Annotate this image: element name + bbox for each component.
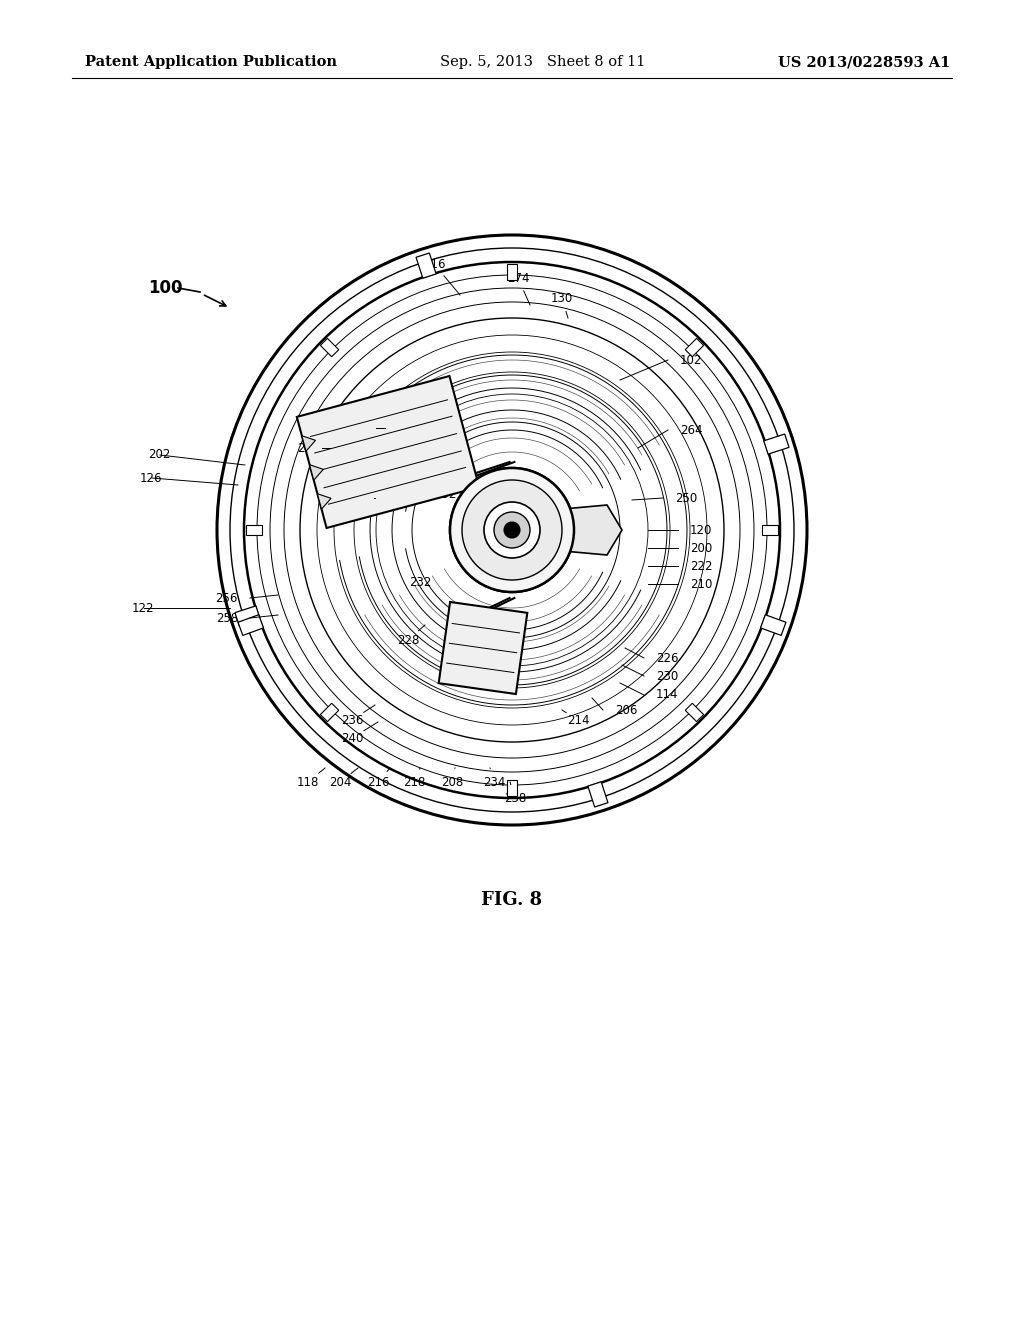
Text: 220: 220 — [351, 421, 373, 434]
Circle shape — [504, 521, 520, 539]
Text: 250: 250 — [675, 491, 697, 504]
Text: 214: 214 — [566, 714, 589, 726]
Bar — [588, 781, 608, 807]
Text: 118: 118 — [297, 776, 319, 788]
Text: 236: 236 — [341, 714, 364, 726]
Bar — [685, 704, 703, 722]
Text: 252: 252 — [434, 488, 456, 502]
Bar — [507, 264, 517, 280]
Text: 130: 130 — [551, 292, 573, 305]
Circle shape — [462, 480, 562, 579]
Circle shape — [494, 512, 530, 548]
Text: 232: 232 — [409, 576, 431, 589]
Text: 234: 234 — [482, 776, 505, 788]
Text: 238: 238 — [504, 792, 526, 804]
Text: 228: 228 — [397, 634, 419, 647]
Polygon shape — [317, 494, 331, 510]
Text: 202: 202 — [148, 449, 170, 462]
Bar — [416, 253, 436, 279]
FancyBboxPatch shape — [438, 602, 527, 694]
Text: 254: 254 — [349, 491, 371, 504]
Text: 206: 206 — [615, 704, 637, 717]
Text: 210: 210 — [690, 578, 713, 590]
Text: 258: 258 — [216, 611, 238, 624]
Circle shape — [450, 469, 574, 591]
Text: 264: 264 — [680, 424, 702, 437]
Bar — [246, 525, 262, 535]
Bar — [685, 338, 703, 356]
Text: 226: 226 — [656, 652, 679, 664]
Text: US 2013/0228593 A1: US 2013/0228593 A1 — [777, 55, 950, 69]
Text: Sep. 5, 2013   Sheet 8 of 11: Sep. 5, 2013 Sheet 8 of 11 — [440, 55, 645, 69]
Bar — [761, 615, 786, 635]
Text: 204: 204 — [329, 776, 351, 788]
Bar — [764, 434, 790, 454]
Text: 208: 208 — [441, 776, 463, 788]
Text: 276: 276 — [297, 441, 319, 454]
Circle shape — [484, 502, 540, 558]
Text: 122: 122 — [132, 602, 155, 615]
Bar — [321, 704, 339, 722]
Polygon shape — [302, 436, 315, 451]
Text: 102: 102 — [680, 354, 702, 367]
Text: 222: 222 — [690, 560, 713, 573]
Text: 240: 240 — [341, 731, 364, 744]
Bar — [238, 615, 263, 635]
Polygon shape — [497, 506, 622, 554]
Text: 114: 114 — [656, 689, 679, 701]
FancyBboxPatch shape — [297, 376, 479, 528]
Text: 218: 218 — [402, 776, 425, 788]
Text: 126: 126 — [140, 471, 163, 484]
Bar — [234, 606, 260, 626]
Text: 216: 216 — [367, 776, 389, 788]
Text: 120: 120 — [690, 524, 713, 536]
Bar — [321, 338, 339, 356]
Text: 200: 200 — [690, 541, 713, 554]
Bar — [507, 780, 517, 796]
Text: 274: 274 — [507, 272, 529, 285]
Text: FIG. 8: FIG. 8 — [481, 891, 543, 909]
Text: 256: 256 — [216, 591, 238, 605]
Text: 116: 116 — [424, 259, 446, 272]
Bar — [762, 525, 778, 535]
Text: 230: 230 — [656, 669, 678, 682]
Polygon shape — [309, 465, 324, 480]
Text: Patent Application Publication: Patent Application Publication — [85, 55, 337, 69]
Text: 100: 100 — [148, 279, 182, 297]
